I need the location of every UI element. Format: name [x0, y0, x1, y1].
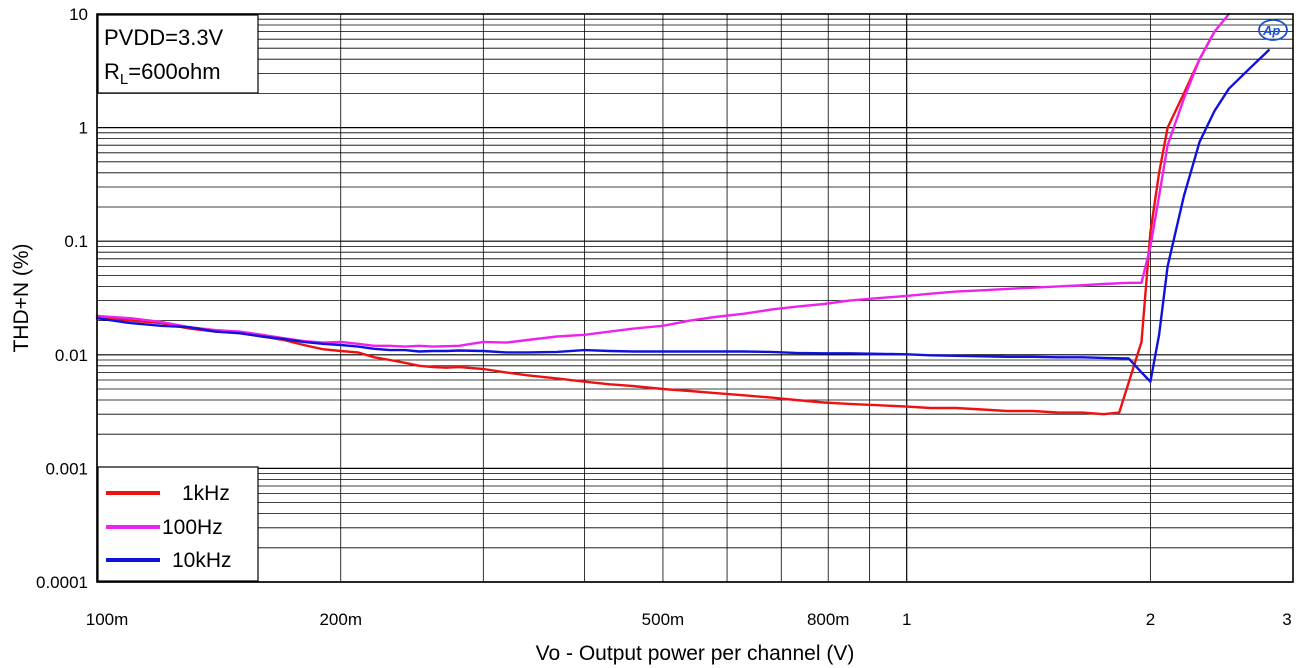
y-tick-labels: 10 1 0.1 0.01 0.001 0.0001: [36, 5, 88, 592]
annotation-load-r: R: [104, 59, 120, 84]
series-line-10khz: [95, 49, 1270, 383]
y-tick-label: 10: [69, 5, 88, 24]
legend-label-100hz: 100Hz: [162, 516, 223, 539]
x-tick-label: 2: [1146, 610, 1155, 629]
logo-text: Ap: [1262, 23, 1280, 38]
condition-annotation: PVDD=3.3V RL=600ohm: [97, 14, 259, 94]
y-tick-label: 1: [79, 119, 88, 138]
x-tick-label: 100m: [86, 610, 129, 629]
y-tick-label: 0.0001: [36, 573, 88, 592]
plot-frame: [96, 13, 1294, 583]
y-tick-label: 0.1: [64, 232, 88, 251]
y-tick-label: 0.01: [55, 346, 88, 365]
x-tick-labels: 100m 200m 500m 800m 1 2 3: [86, 610, 1292, 629]
x-tick-label: 3: [1282, 610, 1291, 629]
annotation-box: [97, 14, 259, 94]
grid: [96, 14, 1294, 583]
x-tick-label: 500m: [642, 610, 685, 629]
x-axis-label: Vo - Output power per channel (V): [536, 642, 855, 665]
logo-ring: [1258, 19, 1288, 41]
series-layer: [95, 12, 1270, 416]
legend-label-10khz: 10kHz: [172, 549, 232, 572]
annotation-load-value: =600ohm: [128, 59, 220, 84]
annotation-load-sub: L: [120, 71, 128, 88]
annotation-pvdd: PVDD=3.3V: [104, 25, 224, 50]
ap-logo-icon: Ap: [1258, 19, 1288, 41]
y-axis-label: THD+N (%): [10, 243, 33, 352]
annotation-load: RL=600ohm: [104, 59, 221, 88]
x-tick-label: 1: [902, 610, 911, 629]
x-tick-label: 200m: [319, 610, 362, 629]
legend: 1kHz 100Hz 10kHz: [97, 466, 259, 582]
legend-label-1khz: 1kHz: [182, 482, 230, 505]
series-line-1khz: [95, 30, 1216, 416]
y-tick-label: 0.001: [45, 459, 88, 478]
x-tick-label: 800m: [807, 610, 850, 629]
